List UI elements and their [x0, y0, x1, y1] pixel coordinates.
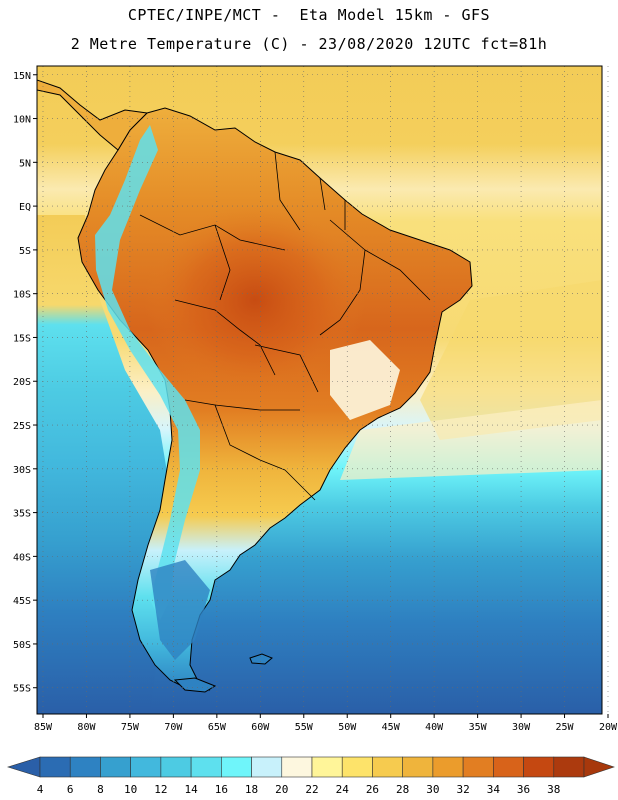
hot-core-region [145, 205, 365, 395]
lon-tick-label: 40W [425, 722, 444, 733]
colorbar-label: 30 [426, 783, 439, 796]
colorbar-swatch [281, 756, 313, 778]
lat-tick-label: 20S [13, 377, 31, 388]
lon-tick-label: 60W [251, 722, 270, 733]
andes-cold-strip [95, 125, 200, 620]
colorbar-swatch [160, 756, 192, 778]
central-america-land [37, 79, 149, 151]
lat-tick-label: 30S [13, 465, 31, 476]
lon-tick-label: 50W [338, 722, 357, 733]
colorbar-label: 8 [97, 783, 104, 796]
lat-tick-label: 45S [13, 596, 31, 607]
lon-tick-label: 80W [77, 722, 96, 733]
colorbar-swatch [372, 756, 403, 778]
lat-tick-label: 15N [13, 71, 31, 82]
colorbar-label: 12 [154, 783, 167, 796]
map-frame [36, 65, 603, 715]
colorbar-label: 20 [275, 783, 288, 796]
color-legend: 4 6 8 10 12 14 16 18 20 22 24 26 28 30 32 34 36 38 [6, 756, 615, 796]
colorbar-label: 10 [124, 783, 137, 796]
lat-tick-label: 40S [13, 552, 31, 563]
map-title: CPTEC/INPE/MCT - Eta Model 15km - GFS [127, 6, 491, 24]
colorbar-below-arrow [6, 756, 41, 778]
colorbar-swatch [251, 756, 283, 778]
lat-tick-label: 50S [13, 640, 31, 651]
colorbar-swatch [402, 756, 434, 778]
colorbar-label: 14 [184, 783, 198, 796]
lon-tick-label: 70W [164, 722, 183, 733]
falkland-islands [249, 653, 273, 665]
lat-tick-label: 5N [19, 158, 31, 169]
colorbar-label: 36 [517, 783, 530, 796]
lat-tick-label: 15S [13, 333, 31, 344]
colorbar-label: 28 [396, 783, 409, 796]
lon-tick-label: 25W [556, 722, 575, 733]
colorbar-label: 34 [487, 783, 501, 796]
se-brazil-cool [330, 340, 400, 420]
lon-tick-label: 55W [295, 722, 314, 733]
colorbar-swatch [39, 756, 71, 778]
colorbar-label: 16 [215, 783, 228, 796]
lat-tick-label: 5S [19, 246, 31, 257]
country-borders [139, 151, 431, 501]
atlantic-warm-band [420, 280, 602, 440]
lon-tick-label: 65W [208, 722, 227, 733]
colorbar-label: 22 [305, 783, 318, 796]
lon-tick-label: 45W [382, 722, 401, 733]
graticule [37, 66, 609, 714]
colorbar-swatch [462, 756, 494, 778]
colorbar-swatch [100, 756, 131, 778]
lat-tick-label: 35S [13, 509, 31, 520]
colorbar-label: 38 [547, 783, 560, 796]
colorbar-swatch [493, 756, 524, 778]
colorbar-swatch [190, 756, 222, 778]
lon-tick-label: 75W [121, 722, 140, 733]
lon-tick-label: 85W [34, 722, 53, 733]
lat-tick-label: 25S [13, 421, 31, 432]
colorbar-swatch [341, 756, 373, 778]
colorbar-label: 4 [37, 783, 44, 796]
lat-tick-label: EQ [19, 202, 31, 213]
lon-tick-label: 30W [512, 722, 531, 733]
patagonia-cold [150, 560, 210, 660]
lon-tick-label: 20W [599, 722, 618, 733]
colorbar-swatch [130, 756, 162, 778]
map-axes: 15N 10N 5N EQ 5S 10S 15S 20S 25S 30S 35S 40S 45S 50S 5… [13, 71, 618, 733]
lat-tick-label: 55S [13, 684, 31, 695]
colorbar-label: 32 [456, 783, 469, 796]
colorbar-swatch [432, 756, 464, 778]
lon-tick-label: 35W [469, 722, 488, 733]
lat-tick-label: 10N [13, 115, 31, 126]
colorbar-above-arrow [583, 756, 615, 778]
colorbar-swatch [523, 756, 555, 778]
colorbar-swatch [553, 756, 585, 778]
colorbar-swatch [311, 756, 343, 778]
lat-tick-label: 10S [13, 290, 31, 301]
atlantic-mild-band [340, 400, 602, 480]
colorbar-swatch [221, 756, 252, 778]
colorbar-label: 6 [67, 783, 74, 796]
tierra-del-fuego [173, 677, 217, 693]
colorbar-swatch [69, 756, 101, 778]
colorbar-label: 18 [245, 783, 258, 796]
colorbar-label: 24 [336, 783, 350, 796]
map-subtitle: 2 Metre Temperature (C) - 23/08/2020 12U… [70, 35, 548, 53]
colorbar-label: 26 [366, 783, 379, 796]
